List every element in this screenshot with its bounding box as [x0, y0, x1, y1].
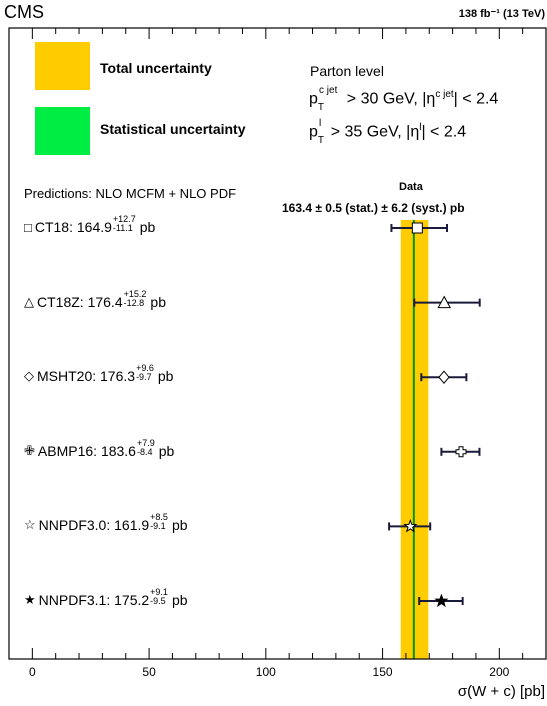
prediction-up: +8.5 [150, 512, 168, 523]
data-value: 163.4 ± 0.5 (stat.) ± 6.2 (syst.) pb [282, 201, 465, 215]
prediction-marker [455, 446, 467, 458]
prediction-label: ★ NNPDF3.1: 175.2 +9.1 -9.5 pb [24, 587, 188, 609]
prediction-up: +12.7 [112, 214, 136, 224]
prediction-name: CT18Z [37, 293, 80, 310]
legend-total-label: Total uncertainty [100, 60, 212, 76]
prediction-symbol: ☆ [24, 517, 36, 533]
predictions-header: Predictions: NLO MCFM + NLO PDF [24, 186, 237, 201]
prediction-value: 175.2 [114, 592, 150, 608]
prediction-name: NNPDF3.1 [38, 592, 107, 608]
prediction-value: 176.3 [100, 368, 136, 385]
prediction-down: -9.5 [150, 596, 166, 606]
prediction-symbol: ★ [24, 592, 36, 607]
data-title: Data [399, 181, 423, 193]
prediction-label: ☆ NNPDF3.0: 161.9 +8.5 -9.1 pb [24, 512, 188, 534]
luminosity-label: 138 fb⁻¹ (13 TeV) [458, 8, 545, 20]
prediction-symbol: ✙ [24, 442, 35, 458]
prediction-name: CT18 [34, 219, 70, 235]
prediction-up: +7.9 [136, 437, 155, 448]
prediction-marker [403, 518, 418, 533]
legend-stat-swatch [35, 107, 90, 155]
prediction-name: MSHT20 [37, 368, 93, 385]
prediction-name: NNPDF3.0 [38, 517, 107, 534]
prediction-label: □ CT18: 164.9 +12.7 -11.1 pb [24, 214, 156, 236]
prediction-value: 183.6 [100, 442, 136, 459]
lepton-cut-label: pTl > 35 GeV, |ηl| < 2.4 [309, 118, 467, 146]
prediction-marker [437, 295, 452, 309]
prediction-down: -11.1 [112, 223, 133, 233]
prediction-down: -8.4 [136, 446, 153, 457]
legend-total-swatch [35, 42, 90, 90]
prediction-up: +15.2 [123, 288, 147, 299]
x-tick-label: 150 [372, 665, 393, 679]
experiment-label: CMS [4, 2, 44, 22]
legend-stat-label: Statistical uncertainty [100, 121, 246, 137]
prediction-marker [411, 222, 423, 234]
prediction-label: △ CT18Z: 176.4 +15.2 -12.8 pb [24, 288, 166, 310]
prediction-value: 164.9 [76, 219, 112, 235]
prediction-label: ✙ ABMP16: 183.6 +7.9 -8.4 pb [24, 437, 175, 459]
jet-cut-label: pTc jet > 30 GeV, |ηc jet| < 2.4 [309, 85, 499, 113]
parton-level-label: Parton level [310, 63, 384, 79]
prediction-down: -9.7 [136, 372, 152, 383]
prediction-up: +9.1 [150, 587, 168, 597]
x-axis-title: σ(W + c) [pb] [457, 683, 545, 700]
prediction-down: -12.8 [123, 297, 145, 308]
x-tick-label: 50 [142, 665, 156, 679]
x-tick-label: 0 [29, 665, 36, 679]
prediction-marker [438, 370, 450, 384]
x-tick-label: 200 [489, 665, 510, 679]
prediction-name: ABMP16 [37, 442, 94, 459]
prediction-marker [434, 593, 449, 608]
prediction-label: ◇ MSHT20: 176.3 +9.6 -9.7 pb [24, 363, 174, 385]
plot-frame [8, 27, 547, 660]
prediction-down: -9.1 [150, 521, 166, 532]
prediction-value: 161.9 [114, 517, 150, 534]
prediction-symbol: △ [24, 293, 34, 309]
x-tick-label: 100 [255, 665, 276, 679]
prediction-up: +9.6 [136, 363, 154, 374]
prediction-symbol: ◇ [24, 368, 34, 384]
prediction-value: 176.4 [87, 293, 123, 310]
prediction-symbol: □ [24, 219, 32, 235]
